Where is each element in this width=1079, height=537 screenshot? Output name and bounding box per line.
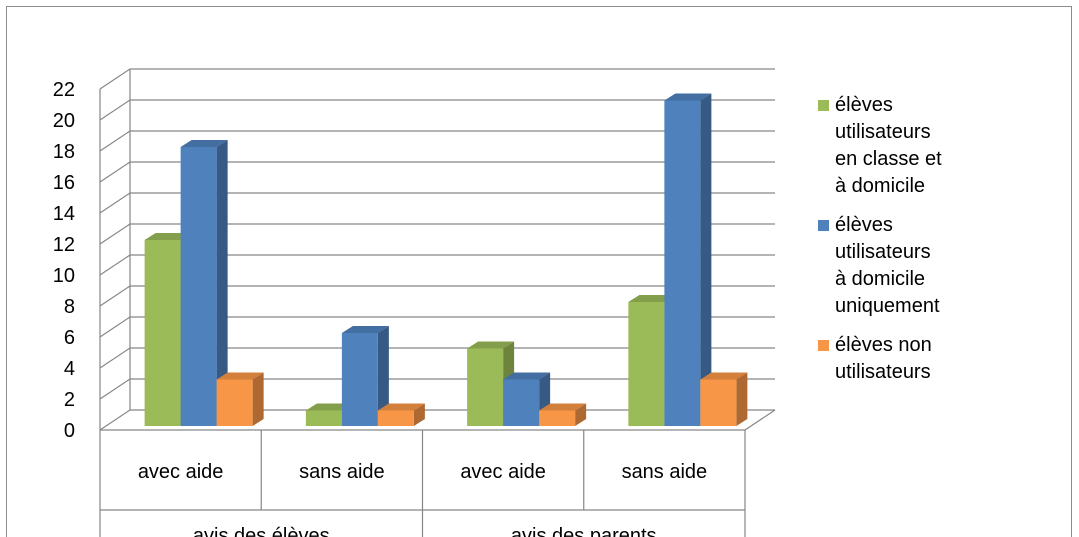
bar [341,333,378,426]
bar-side [413,403,425,426]
bar-top [341,326,389,333]
bar [216,379,253,426]
x-group-label: avis des parents [511,525,657,537]
chart-bars [144,93,748,426]
bar-side [216,140,228,426]
gridline-depth [99,99,131,121]
x-tick-label: avec aide [138,461,224,483]
gridline-depth [99,285,131,307]
gridline-depth [99,192,131,214]
chart-legend: élèves utilisateurs en classe et à domic… [818,92,1068,398]
y-tick-label: 12 [53,234,75,256]
x-axis: avec aide sans aide avec aide sans aide avis… [99,430,746,537]
x-tick-label: sans aide [622,461,708,483]
bar-top [664,93,712,101]
legend-item-series-3: élèves non utilisateurs [818,332,1068,386]
bar-top [628,295,676,302]
bar [664,100,701,426]
x-tick-label: sans aide [299,461,385,483]
bar-top [144,233,192,240]
legend-label: élèves utilisateurs à domicile uniquemen… [835,214,940,317]
gridline-depth [99,130,131,152]
bar-side [575,403,587,426]
bar-top [539,403,587,411]
gridline-depth [99,316,131,338]
bar [628,302,665,426]
gridline-depth [99,254,131,276]
bar-side [700,93,712,426]
bar-side [736,372,748,426]
gridline-depth [99,68,131,90]
legend-label: élèves non utilisateurs [835,334,932,383]
legend-swatch-orange [818,340,829,351]
y-tick-label: 6 [64,327,75,349]
bar-top [180,140,228,147]
y-tick-label: 4 [64,358,75,380]
y-axis: 0 2 4 6 8 10 12 14 16 18 20 22 [53,79,75,442]
bar [377,410,414,426]
bar [180,147,217,426]
x-group-label: avis des élèves [193,525,330,537]
legend-item-series-1: élèves utilisateurs en classe et à domic… [818,92,1068,200]
gridline-depth [99,378,131,400]
bar [467,348,504,426]
bar [144,240,181,426]
bar-top [377,403,425,411]
y-tick-label: 22 [53,79,75,101]
bar [305,410,342,426]
y-tick-label: 20 [53,110,75,132]
bar [700,379,737,426]
y-tick-label: 2 [64,389,75,411]
y-tick-label: 10 [53,265,75,287]
y-tick-label: 18 [53,141,75,163]
bar [539,410,576,426]
y-tick-label: 16 [53,172,75,194]
legend-swatch-green [818,100,829,111]
gridline-depth [99,347,131,369]
bar [503,379,540,426]
y-tick-label: 0 [64,420,75,442]
bar-top [503,372,551,380]
floor-edge-depth [744,409,776,431]
x-tick-label: avec aide [460,461,546,483]
legend-swatch-blue [818,220,829,231]
bar-top [467,341,515,349]
y-tick-label: 8 [64,296,75,318]
gridline-depth [99,161,131,183]
legend-label: élèves utilisateurs en classe et à domic… [835,94,942,197]
bar-top [216,372,264,380]
gridline-depth [99,409,131,431]
bar-side [377,326,389,426]
bar-side [252,372,264,426]
bar-top [305,403,353,411]
bar-top [700,372,748,380]
y-tick-label: 14 [53,203,75,225]
gridline-depth [99,223,131,245]
legend-item-series-2: élèves utilisateurs à domicile uniquemen… [818,212,1068,320]
